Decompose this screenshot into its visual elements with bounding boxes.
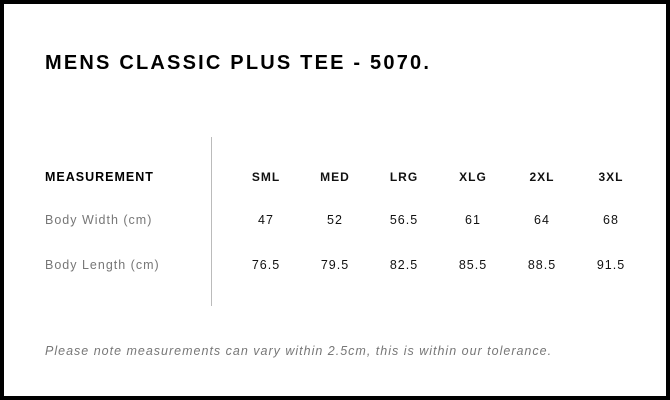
size-header: LRG [389,170,419,184]
row-label: Body Length (cm) [45,258,160,272]
row-label: Body Width (cm) [45,213,153,227]
table-cell: 68 [603,213,619,227]
tolerance-note: Please note measurements can vary within… [45,344,553,358]
table-cell: 64 [534,213,550,227]
table-cell: 56.5 [389,213,419,227]
page-title: MENS CLASSIC PLUS TEE - 5070. [45,52,432,74]
header-measurement: MEASUREMENT [45,170,154,184]
table-cell: 85.5 [458,258,488,272]
size-header: XLG [459,170,487,184]
table-cell: 47 [258,213,274,227]
size-header: 2XL [529,170,555,184]
table-cell: 88.5 [527,258,557,272]
table-cell: 91.5 [596,258,626,272]
table-cell: 61 [465,213,481,227]
table-cell: 79.5 [320,258,350,272]
table-cell: 52 [327,213,343,227]
column-divider [211,137,212,306]
size-header: MED [320,170,350,184]
size-header: 3XL [598,170,624,184]
size-header: SML [251,170,281,184]
table-cell: 82.5 [389,258,419,272]
table-cell: 76.5 [251,258,281,272]
size-chart-card: MENS CLASSIC PLUS TEE - 5070. MEASUREMEN… [4,4,666,396]
